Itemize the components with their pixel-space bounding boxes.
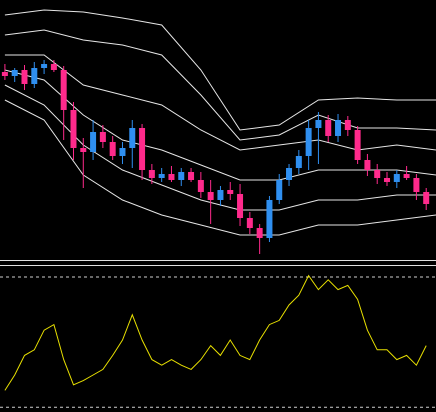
candle-body: [158, 174, 165, 178]
candle-body: [168, 174, 175, 180]
candle-body: [178, 172, 185, 180]
oscillator-line: [4, 274, 427, 391]
candle-body: [344, 120, 351, 130]
candle-body: [60, 70, 67, 110]
candle-body: [148, 170, 155, 178]
candle-body: [374, 170, 381, 178]
candle-body: [364, 160, 371, 170]
candle-body: [99, 132, 106, 142]
candle-body: [237, 194, 244, 218]
candle-body: [393, 174, 400, 182]
candle-body: [129, 128, 136, 148]
candle-body: [354, 130, 361, 160]
band-line: [4, 54, 436, 151]
candle-body: [188, 172, 195, 180]
candle-body: [41, 64, 48, 68]
candle-body: [31, 68, 38, 84]
candle-body: [423, 192, 430, 204]
candle-body: [335, 120, 342, 136]
candle-body: [325, 120, 332, 136]
candle-body: [286, 168, 293, 180]
candle-body: [413, 178, 420, 192]
candle-body: [403, 174, 410, 178]
band-line: [4, 29, 436, 141]
candle-body: [315, 120, 322, 128]
candle-body: [266, 200, 273, 238]
candle-body: [1, 72, 8, 76]
candle-body: [21, 70, 28, 84]
candle-body: [276, 180, 283, 200]
candle-body: [50, 64, 57, 70]
candle-body: [90, 132, 97, 152]
candle-body: [197, 180, 204, 192]
candle-body: [139, 128, 146, 170]
candle-body: [256, 228, 263, 238]
candle-body: [246, 218, 253, 228]
candle-body: [11, 70, 18, 76]
candle-body: [217, 190, 224, 200]
candle-body: [295, 156, 302, 168]
band-line: [4, 99, 436, 236]
candle-body: [227, 190, 234, 194]
candle-body: [384, 178, 391, 182]
candle-body: [70, 110, 77, 148]
candle-body: [80, 148, 87, 152]
candle-body: [305, 128, 312, 156]
candle-body: [207, 192, 214, 200]
candle-body: [119, 148, 126, 156]
candle-body: [109, 142, 116, 156]
band-line: [4, 9, 436, 131]
band-line: [4, 69, 436, 181]
